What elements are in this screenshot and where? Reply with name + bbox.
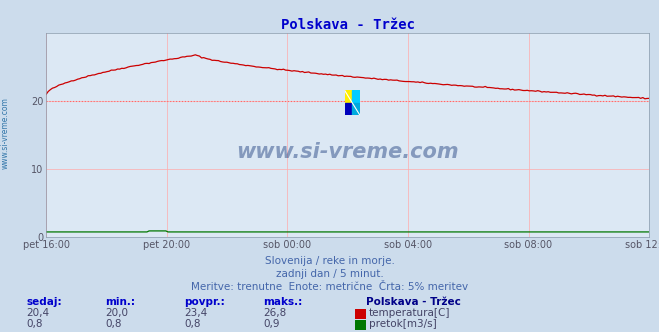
Text: Meritve: trenutne  Enote: metrične  Črta: 5% meritev: Meritve: trenutne Enote: metrične Črta: …	[191, 283, 468, 292]
Text: Polskava - Tržec: Polskava - Tržec	[366, 297, 461, 307]
Text: www.si-vreme.com: www.si-vreme.com	[1, 97, 10, 169]
Text: 23,4: 23,4	[185, 308, 208, 318]
Text: Slovenija / reke in morje.: Slovenija / reke in morje.	[264, 256, 395, 266]
Text: povpr.:: povpr.:	[185, 297, 225, 307]
Text: 0,8: 0,8	[105, 319, 122, 329]
Text: sedaj:: sedaj:	[26, 297, 62, 307]
Text: 20,4: 20,4	[26, 308, 49, 318]
Text: zadnji dan / 5 minut.: zadnji dan / 5 minut.	[275, 269, 384, 279]
Text: 0,8: 0,8	[26, 319, 43, 329]
Text: 26,8: 26,8	[264, 308, 287, 318]
Text: 0,8: 0,8	[185, 319, 201, 329]
Text: 0,9: 0,9	[264, 319, 280, 329]
Title: Polskava - Tržec: Polskava - Tržec	[281, 18, 415, 32]
Text: maks.:: maks.:	[264, 297, 303, 307]
Text: www.si-vreme.com: www.si-vreme.com	[237, 142, 459, 162]
Text: 20,0: 20,0	[105, 308, 129, 318]
Text: temperatura[C]: temperatura[C]	[369, 308, 451, 318]
Text: min.:: min.:	[105, 297, 136, 307]
Text: pretok[m3/s]: pretok[m3/s]	[369, 319, 437, 329]
